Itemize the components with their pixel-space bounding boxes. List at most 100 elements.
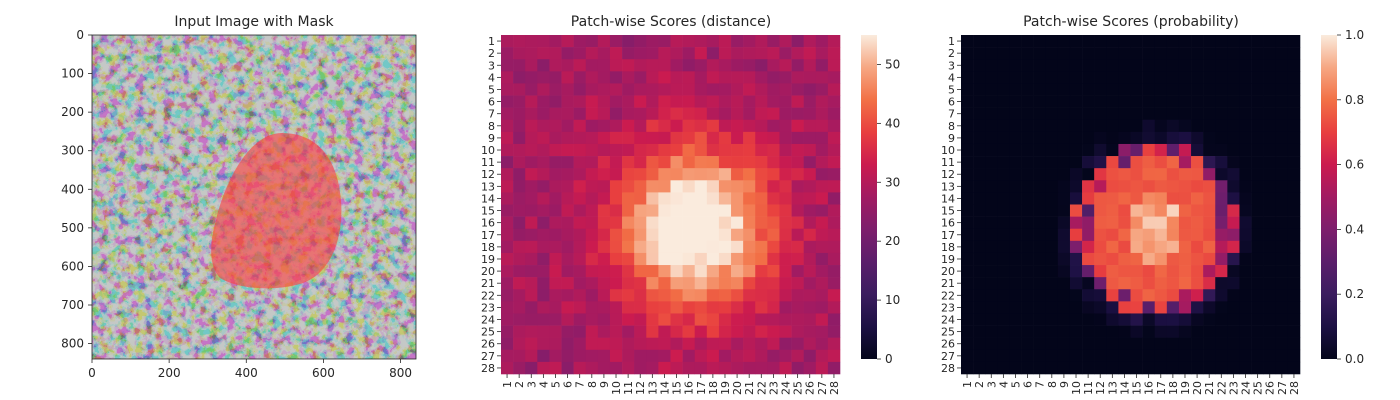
heatmap-cell — [609, 325, 623, 338]
heatmap-cell — [1118, 47, 1131, 60]
heatmap-cell — [1142, 168, 1156, 181]
heatmap-cell — [1021, 228, 1034, 242]
heatmap-cell — [1033, 168, 1047, 181]
heatmap-cell — [634, 277, 647, 290]
heatmap-cell — [1166, 204, 1180, 217]
heatmap-cell — [1154, 71, 1168, 84]
heatmap-cell — [973, 180, 986, 193]
heatmap-cell — [803, 95, 817, 108]
heatmap-cell — [525, 240, 538, 254]
heatmap-cell — [1287, 71, 1301, 84]
heatmap-cell — [585, 180, 599, 193]
heatmap-cell — [1057, 265, 1071, 278]
heatmap-cell — [549, 204, 562, 217]
heatmap-cell — [537, 252, 550, 266]
heatmap-cell — [1191, 131, 1204, 145]
heatmap-cell — [501, 180, 514, 193]
heatmap-cell — [1094, 180, 1107, 193]
heatmap-cell — [815, 204, 829, 217]
heatmap-cell — [1178, 325, 1192, 338]
heatmap-cell — [1263, 301, 1277, 314]
heatmap-cell — [1203, 240, 1216, 254]
heatmap-cell — [1106, 277, 1119, 290]
heatmap-cell — [646, 240, 659, 254]
heatmap-cell — [646, 252, 659, 266]
heatmap-cell — [815, 325, 829, 338]
heatmap-cell — [1203, 168, 1216, 181]
heatmap-cell — [803, 277, 817, 290]
heatmap-cell — [1118, 289, 1131, 302]
heatmap-cell — [561, 143, 574, 157]
heatmap-cell — [1227, 143, 1240, 157]
heatmap-cell — [1045, 168, 1059, 181]
heatmap-cell — [622, 349, 635, 363]
heatmap-cell — [597, 95, 611, 108]
heatmap-cell — [1203, 107, 1216, 121]
y-tick-label: 10 — [941, 144, 955, 157]
heatmap-cell — [525, 131, 538, 145]
heatmap-cell — [609, 252, 623, 266]
x-tick-label: 27 — [816, 381, 829, 395]
heatmap-cell — [1130, 192, 1143, 205]
heatmap-cell — [803, 47, 817, 60]
heatmap-cell — [961, 265, 974, 278]
heatmap-cell — [1215, 301, 1228, 314]
x-tick-label: 20 — [731, 381, 744, 395]
heatmap-cell — [803, 71, 817, 84]
x-tick-label: 9 — [598, 381, 611, 388]
heatmap-cell — [1178, 59, 1192, 72]
heatmap-cell — [513, 107, 526, 121]
heatmap-cell — [1069, 361, 1083, 375]
heatmap-cell — [609, 349, 623, 363]
heatmap-cell — [1021, 180, 1034, 193]
heatmap-cell — [1009, 325, 1022, 338]
heatmap-cell — [1166, 349, 1180, 363]
heatmap-cell — [706, 143, 720, 157]
y-tick-label: 6 — [488, 96, 495, 109]
x-tick-label: 12 — [634, 381, 647, 395]
heatmap-cell — [634, 180, 647, 193]
y-tick-label: 18 — [481, 241, 495, 254]
heatmap-cell — [1118, 313, 1131, 326]
heatmap-cell — [1239, 337, 1252, 351]
heatmap-cell — [501, 337, 514, 351]
heatmap-cell — [561, 228, 574, 242]
heatmap-cell — [718, 361, 732, 375]
x-tick-label: 25 — [792, 381, 805, 395]
heatmap-cell — [573, 47, 587, 60]
heatmap-cell — [670, 228, 683, 242]
heatmap-cell — [815, 289, 829, 302]
heatmap-cell — [755, 277, 768, 290]
heatmap-cell — [561, 349, 574, 363]
heatmap-cell — [706, 337, 720, 351]
y-tick-label-300: 300 — [61, 144, 84, 158]
heatmap-cell — [1166, 337, 1180, 351]
heatmap-cell — [597, 131, 611, 145]
heatmap-cell — [779, 252, 792, 266]
heatmap-cell — [1287, 349, 1301, 363]
heatmap-cell — [1263, 143, 1277, 157]
x-tick-label: 19 — [719, 381, 732, 395]
heatmap-cell — [1215, 277, 1228, 290]
heatmap-cell — [561, 35, 574, 48]
x-tick-label: 7 — [574, 381, 587, 388]
heatmap-cell — [694, 95, 708, 108]
heatmap-cell — [1154, 107, 1168, 121]
heatmap-cell — [585, 47, 599, 60]
heatmap-cell — [985, 168, 998, 181]
heatmap-cell — [1033, 143, 1047, 157]
heatmap-cell — [718, 277, 732, 290]
heatmap-cell — [1203, 35, 1216, 48]
heatmap-cell — [997, 216, 1010, 230]
heatmap-cell — [634, 83, 647, 96]
heatmap-cell — [1154, 47, 1168, 60]
heatmap-cell — [513, 349, 526, 363]
heatmap-cell — [1203, 361, 1216, 375]
heatmap-cell — [767, 325, 780, 338]
heatmap-cell — [791, 95, 804, 108]
x-tick-label: 20 — [1191, 381, 1204, 395]
heatmap-cell — [767, 301, 780, 314]
heatmap-cell — [537, 204, 550, 217]
heatmap-cell — [1203, 59, 1216, 72]
heatmap-cell — [646, 107, 659, 121]
